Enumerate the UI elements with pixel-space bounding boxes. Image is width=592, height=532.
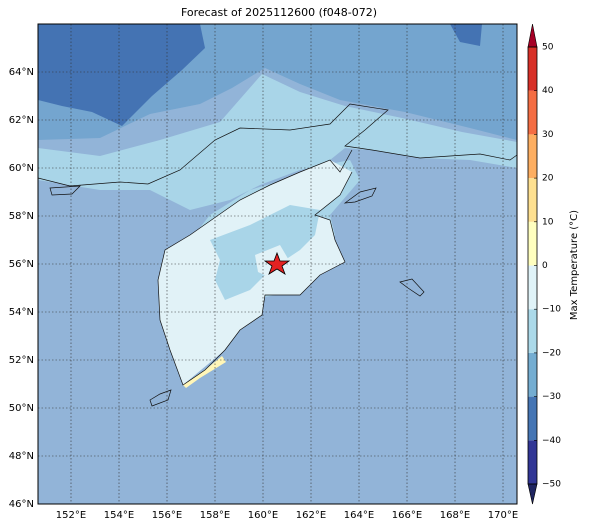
lat-tick-label: 52°N xyxy=(9,355,34,366)
temp-region xyxy=(450,24,482,46)
colorbar-tick-label: −30 xyxy=(542,392,561,402)
location-marker xyxy=(263,251,291,275)
colorbar-tick-label: −20 xyxy=(542,348,561,358)
lat-tick-label: 64°N xyxy=(9,67,34,78)
lat-tick-label: 60°N xyxy=(9,163,34,174)
lon-tick-label: 154°E xyxy=(104,510,134,521)
map-frame xyxy=(37,23,518,505)
colorbar-tick-label: −40 xyxy=(542,436,561,446)
map-area xyxy=(38,24,517,504)
lon-tick-label: 156°E xyxy=(152,510,182,521)
island xyxy=(149,389,172,407)
island xyxy=(343,187,377,204)
colorbar-tick-label: 0 xyxy=(542,261,548,271)
lon-tick-label: 168°E xyxy=(440,510,470,521)
lon-tick-label: 164°E xyxy=(344,510,374,521)
colorbar-extend-high xyxy=(527,23,538,48)
colorbar-tick-label: 40 xyxy=(542,86,554,96)
lon-tick-label: 162°E xyxy=(296,510,326,521)
lon-tick-label: 158°E xyxy=(200,510,230,521)
lat-tick-label: 46°N xyxy=(9,499,34,510)
colorbar-tick-label: 50 xyxy=(542,43,554,53)
colorbar-tick-label: 10 xyxy=(542,217,554,227)
colorbar-tick-label: −10 xyxy=(542,305,561,315)
colorbar-tick-label: 30 xyxy=(542,130,554,140)
colorbar-label: Max Temperature (°C) xyxy=(569,210,580,320)
colorbar-band xyxy=(528,90,537,135)
colorbar-band xyxy=(528,352,537,397)
lon-tick-label: 170°E xyxy=(488,510,518,521)
lat-tick-label: 62°N xyxy=(9,115,34,126)
colorbar-band xyxy=(528,396,537,441)
lon-tick-label: 160°E xyxy=(248,510,278,521)
colorbar-band xyxy=(528,309,537,353)
island xyxy=(49,185,81,196)
coastline xyxy=(157,149,353,386)
colorbar-band xyxy=(528,178,537,222)
colorbar-band xyxy=(528,221,537,266)
temp-region xyxy=(38,24,205,126)
colorbar-tick-label: −50 xyxy=(542,480,561,490)
lon-tick-label: 152°E xyxy=(56,510,86,521)
colorbar-band xyxy=(528,265,537,310)
lat-tick-label: 50°N xyxy=(9,403,34,414)
lat-tick-label: 58°N xyxy=(9,211,34,222)
colorbar-tick-label: 20 xyxy=(542,174,554,184)
lat-tick-label: 54°N xyxy=(9,307,34,318)
colorbar-band xyxy=(528,440,537,484)
lon-tick-label: 166°E xyxy=(392,510,422,521)
island xyxy=(399,278,425,297)
lat-tick-label: 56°N xyxy=(9,259,34,270)
coastline xyxy=(38,103,517,187)
colorbar-band xyxy=(528,134,537,179)
lat-tick-label: 48°N xyxy=(9,451,34,462)
colorbar-extend-low xyxy=(527,483,538,505)
colorbar-band xyxy=(528,47,537,91)
title: Forecast of 2025112600 (f048-072) xyxy=(181,6,377,19)
